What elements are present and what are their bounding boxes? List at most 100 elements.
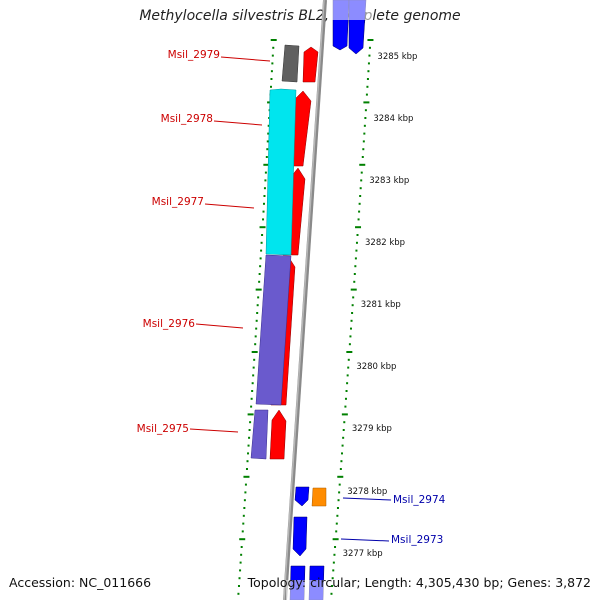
minor-tick <box>331 577 334 580</box>
minor-tick <box>357 218 360 221</box>
minor-tick <box>358 202 361 205</box>
minor-tick <box>243 507 246 509</box>
minor-tick <box>262 210 265 213</box>
minor-tick <box>332 569 335 572</box>
major-tick <box>346 351 353 353</box>
kbp-scale-label: 3285 kbp <box>377 52 417 62</box>
minor-tick <box>350 319 353 322</box>
kbp-scale-label: 3283 kbp <box>369 176 409 186</box>
kbp-scale-label: 3284 kbp <box>373 114 413 124</box>
minor-tick <box>239 569 242 572</box>
minor-tick <box>246 460 249 463</box>
minor-tick <box>271 62 274 65</box>
outer-tick-ring <box>330 39 374 595</box>
minor-tick <box>353 280 356 283</box>
minor-tick <box>354 265 357 268</box>
minor-tick <box>334 546 337 548</box>
minor-tick <box>255 319 258 322</box>
minor-tick <box>249 421 252 424</box>
minor-tick <box>258 273 261 275</box>
minor-tick <box>364 117 367 119</box>
minor-tick <box>240 546 243 548</box>
minor-tick <box>367 62 370 65</box>
minor-tick <box>244 491 247 494</box>
minor-tick <box>247 452 250 455</box>
minor-tick <box>348 343 351 346</box>
gene-msil-2978-block[interactable] <box>265 88 297 256</box>
minor-tick <box>270 70 273 73</box>
minor-tick <box>359 187 362 190</box>
major-tick <box>341 413 348 416</box>
gene-label-msil-2978[interactable]: Msil_2978 <box>161 113 213 125</box>
minor-tick <box>257 296 260 299</box>
minor-tick <box>336 507 339 509</box>
minor-tick <box>245 468 248 470</box>
gene-label-msil-2975[interactable]: Msil_2975 <box>137 423 189 435</box>
minor-tick <box>362 148 365 151</box>
minor-tick <box>266 140 269 143</box>
minor-tick <box>346 382 349 385</box>
minor-tick <box>366 85 369 88</box>
minor-tick <box>352 296 355 299</box>
minor-tick <box>342 436 345 439</box>
minor-tick <box>340 460 343 463</box>
minor-tick <box>242 514 245 517</box>
gene-msil-2975-block[interactable] <box>250 409 269 460</box>
gene-msil-2975-arrow[interactable] <box>269 409 287 460</box>
minor-tick <box>368 54 371 57</box>
gene-msil-2976-block[interactable] <box>255 254 292 406</box>
minor-tick <box>261 234 264 236</box>
minor-tick <box>262 218 265 221</box>
kbp-scale-label: 3277 kbp <box>343 549 383 559</box>
gene-msil-2974-block[interactable] <box>311 487 327 507</box>
minor-tick <box>360 179 363 182</box>
minor-tick <box>349 327 352 330</box>
minor-tick <box>250 405 253 408</box>
minor-tick <box>344 397 347 400</box>
minor-tick <box>349 335 352 338</box>
minor-tick <box>341 444 344 447</box>
minor-tick <box>356 234 359 236</box>
minor-tick <box>358 210 361 213</box>
minor-tick <box>264 179 267 182</box>
major-tick <box>363 101 370 104</box>
major-tick <box>355 226 362 229</box>
gene-msil-2974-arrow[interactable] <box>294 486 310 507</box>
gene-label-msil-2979[interactable]: Msil_2979 <box>168 49 220 61</box>
minor-tick <box>267 132 270 135</box>
gene-label-msil-2976[interactable]: Msil_2976 <box>143 318 196 330</box>
gene-label-msil-2973[interactable]: Msil_2973 <box>391 534 443 546</box>
minor-tick <box>355 241 358 244</box>
minor-tick <box>362 140 365 143</box>
gene-label-msil-2974[interactable]: Msil_2974 <box>393 494 446 506</box>
minor-tick <box>335 530 338 533</box>
minor-tick <box>239 561 242 564</box>
gene-label-msil-2977[interactable]: Msil_2977 <box>152 196 204 208</box>
minor-tick <box>269 85 272 88</box>
kbp-scale-label: 3279 kbp <box>352 424 392 434</box>
major-tick <box>332 538 339 541</box>
minor-tick <box>343 421 346 424</box>
minor-tick <box>259 265 262 268</box>
kbp-scale-label: 3282 kbp <box>365 238 405 248</box>
major-tick <box>243 475 250 478</box>
minor-tick <box>270 78 273 80</box>
minor-tick <box>238 577 241 580</box>
minor-tick <box>260 241 263 244</box>
gene-msil-2973-arrow[interactable] <box>292 516 308 557</box>
major-tick <box>359 163 366 166</box>
gene-msil-2979-block[interactable] <box>281 44 300 83</box>
minor-tick <box>259 257 262 260</box>
minor-tick <box>267 124 270 127</box>
minor-tick <box>338 483 341 486</box>
minor-tick <box>335 522 338 525</box>
minor-tick <box>256 304 259 307</box>
major-tick <box>337 475 344 478</box>
gene-msil-2979-arrow[interactable] <box>302 46 319 83</box>
kbp-scale-label: 3280 kbp <box>356 362 396 372</box>
minor-tick <box>354 257 357 260</box>
minor-tick <box>353 273 356 275</box>
minor-tick <box>355 249 358 252</box>
minor-tick <box>254 335 257 338</box>
minor-tick <box>253 358 256 361</box>
